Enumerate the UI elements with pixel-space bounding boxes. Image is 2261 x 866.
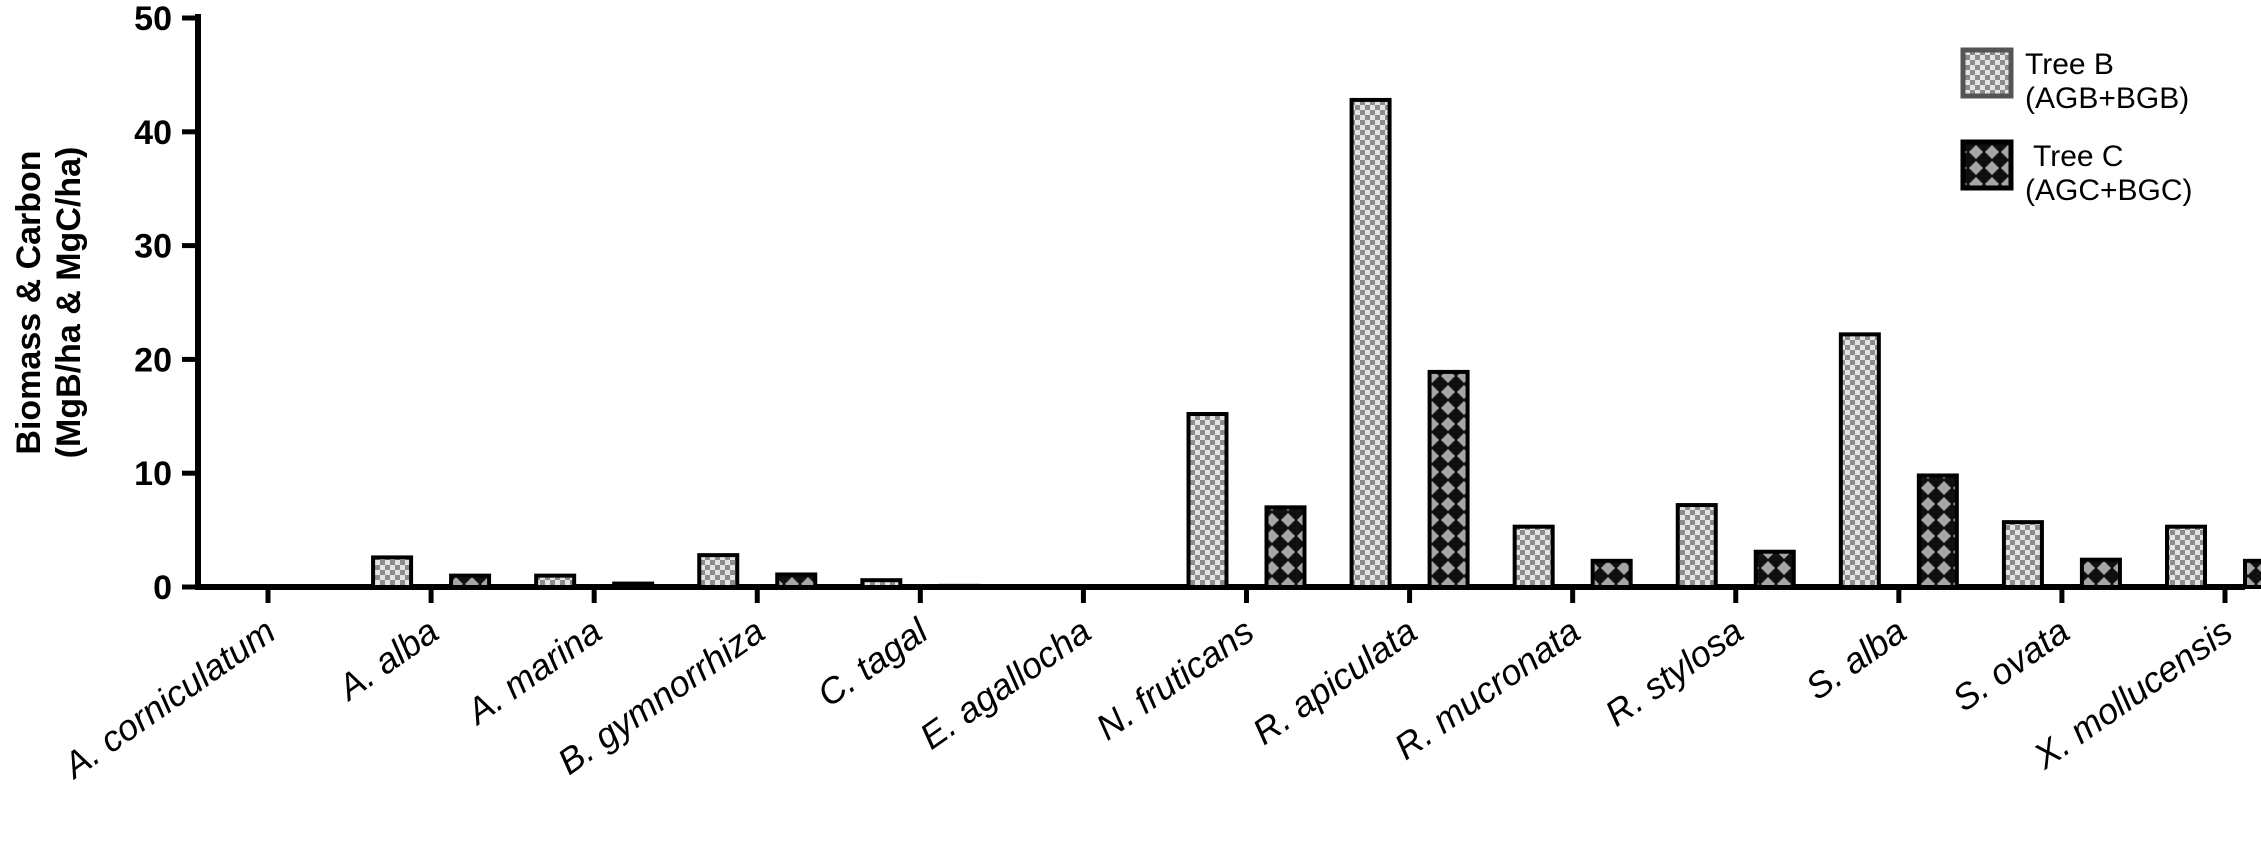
- bar-tree-c: [1753, 549, 1796, 589]
- legend-label-line: Tree C: [2033, 140, 2124, 173]
- bar-tree-c: [1590, 558, 1633, 589]
- bar-tree-c: [1427, 369, 1470, 589]
- y-axis-title-line: Biomass & Carbon: [10, 150, 48, 454]
- bar-tree-c: [612, 581, 655, 589]
- bar-tree-c: [938, 583, 981, 589]
- y-tick-label: 40: [134, 114, 172, 152]
- y-tick-label: 10: [134, 455, 172, 493]
- x-tick-label: N. fruticans: [1088, 610, 1261, 748]
- x-tick-label: A. marina: [457, 610, 608, 733]
- bar-tree-b: [371, 555, 414, 589]
- y-tick-label: 50: [134, 0, 172, 38]
- x-tick-label: S. ovata: [1945, 610, 2077, 719]
- bars: [371, 97, 2261, 590]
- y-axis-title-line: (MgB/ha & MgC/ha): [50, 147, 88, 459]
- legend-label-line: (AGC+BGC): [2025, 174, 2193, 207]
- y-axis-title: Biomass & Carbon(MgB/ha & MgC/ha): [10, 147, 88, 459]
- bar-tree-b: [1838, 332, 1881, 590]
- x-tick-label: A. alba: [329, 610, 446, 709]
- bar-tree-b: [1675, 503, 1718, 589]
- x-tick-label: S. alba: [1798, 610, 1913, 708]
- y-tick-label: 30: [134, 228, 172, 266]
- bar-tree-c: [1264, 505, 1307, 589]
- legend-label: Tree C (AGC+BGC): [2025, 140, 2193, 207]
- legend-label-line: (AGB+BGB): [2025, 82, 2189, 115]
- y-axis-label: Biomass & Carbon(MgB/ha & MgC/ha): [10, 147, 88, 459]
- bar-tree-c: [2243, 558, 2261, 589]
- bar-tree-b: [534, 573, 577, 589]
- bar-tree-b: [1349, 97, 1392, 589]
- x-tick-label: A. corniculatum: [54, 610, 282, 787]
- y-tick-label: 20: [134, 341, 172, 379]
- bar-tree-b: [860, 578, 903, 589]
- x-tick-label: R. stylosa: [1597, 610, 1750, 734]
- bar-tree-c: [775, 572, 818, 589]
- x-tick-label: C. tagal: [810, 609, 936, 714]
- y-tick-label: 0: [153, 569, 172, 607]
- bar-tree-c: [2079, 557, 2122, 589]
- bar-tree-c: [1916, 473, 1959, 590]
- legend-label: Tree B (AGB+BGB): [2025, 48, 2189, 115]
- x-tick-label: E. agallocha: [912, 610, 1098, 757]
- bar-tree-b: [1512, 524, 1555, 589]
- legend-swatch: [1960, 47, 2014, 99]
- bar-tree-b: [1186, 412, 1229, 589]
- bar-tree-c: [449, 573, 492, 589]
- legend-label-line: Tree B: [2025, 48, 2114, 81]
- legend: Tree B (AGB+BGB) Tree C (AGC+BGC): [1960, 47, 2193, 207]
- bar-tree-b: [2165, 524, 2207, 589]
- bar-tree-b: [2001, 520, 2044, 589]
- bar-tree-b: [697, 553, 740, 589]
- legend-swatch: [1960, 139, 2014, 191]
